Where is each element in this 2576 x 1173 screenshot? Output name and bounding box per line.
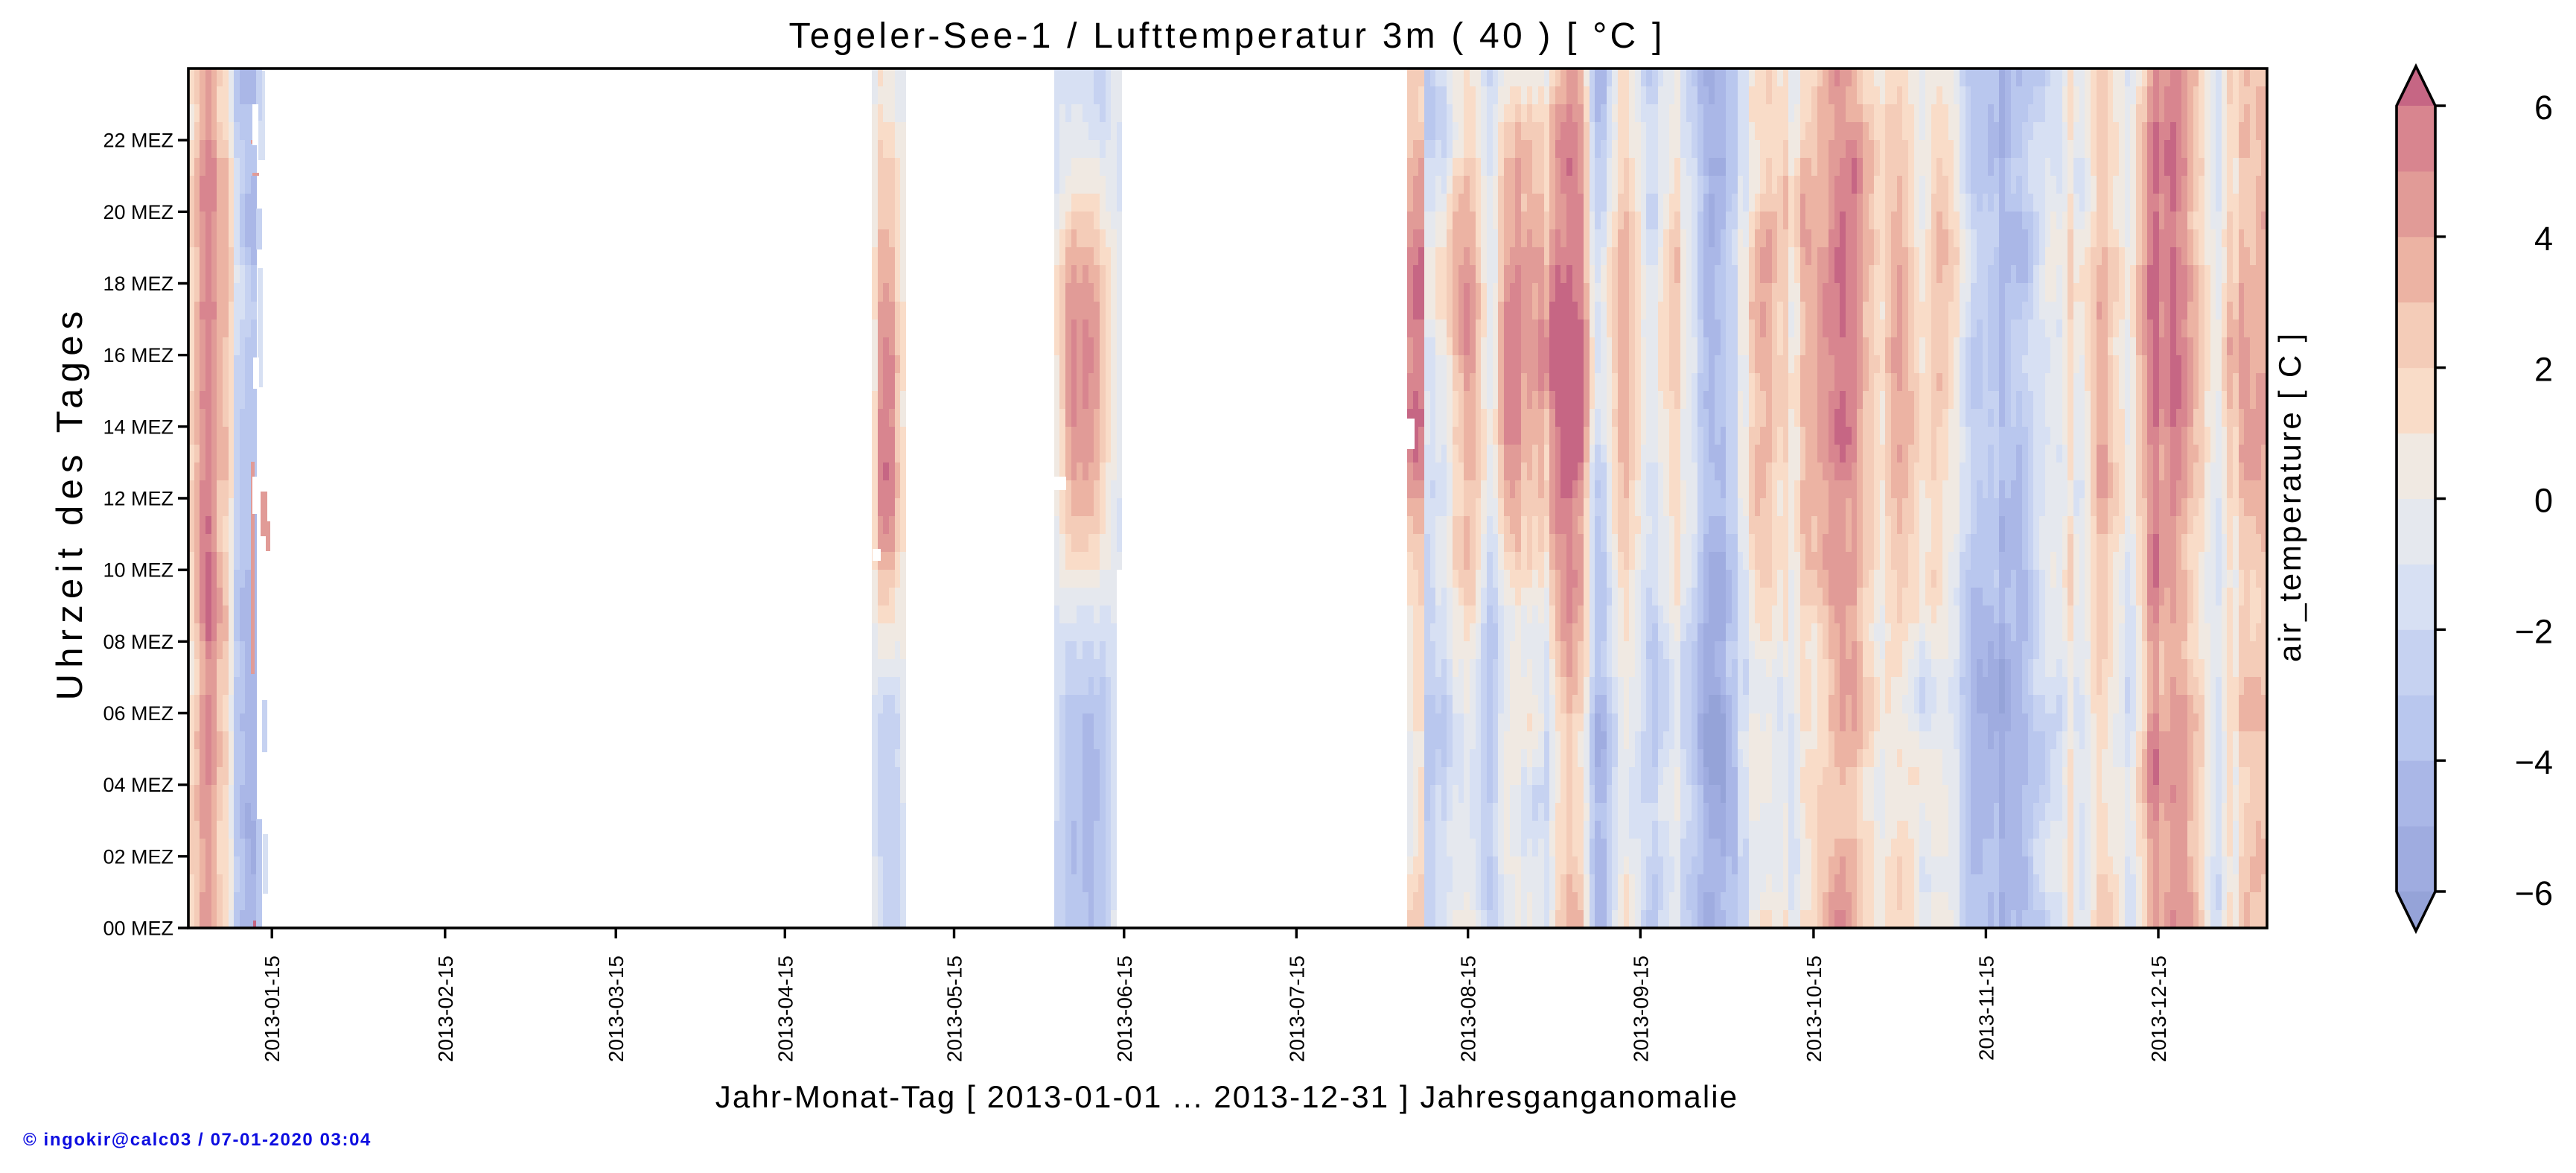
svg-text:00 MEZ: 00 MEZ [103, 918, 173, 940]
svg-text:0: 0 [2534, 482, 2553, 520]
svg-text:06 MEZ: 06 MEZ [103, 702, 173, 725]
svg-text:2: 2 [2534, 351, 2553, 389]
svg-text:2013-01-15: 2013-01-15 [261, 956, 284, 1062]
svg-text:Uhrzeit des Tages: Uhrzeit des Tages [50, 305, 90, 701]
svg-text:12 MEZ: 12 MEZ [103, 488, 173, 510]
svg-text:© ingokir@calc03 / 07-01-2020: © ingokir@calc03 / 07-01-2020 03:04 [23, 1130, 372, 1150]
svg-text:2013-09-15: 2013-09-15 [1629, 956, 1652, 1062]
svg-text:2013-03-15: 2013-03-15 [605, 956, 628, 1062]
svg-text:air_temperature [ C ]: air_temperature [ C ] [2272, 331, 2307, 662]
svg-text:2013-02-15: 2013-02-15 [434, 956, 457, 1062]
svg-text:2013-07-15: 2013-07-15 [1285, 956, 1308, 1062]
svg-text:−4: −4 [2515, 743, 2553, 781]
svg-text:2013-05-15: 2013-05-15 [943, 956, 966, 1062]
svg-text:20 MEZ: 20 MEZ [103, 201, 173, 223]
svg-text:2013-04-15: 2013-04-15 [774, 956, 797, 1062]
svg-text:14 MEZ: 14 MEZ [103, 416, 173, 438]
svg-text:Jahr-Monat-Tag [ 2013-01-01 ..: Jahr-Monat-Tag [ 2013-01-01 ... 2013-12-… [715, 1079, 1738, 1114]
svg-text:2013-12-15: 2013-12-15 [2147, 956, 2170, 1062]
svg-text:2013-11-15: 2013-11-15 [1974, 956, 1998, 1061]
svg-text:18 MEZ: 18 MEZ [103, 273, 173, 295]
svg-text:4: 4 [2534, 220, 2553, 258]
svg-text:08 MEZ: 08 MEZ [103, 631, 173, 653]
svg-text:16 MEZ: 16 MEZ [103, 344, 173, 366]
svg-text:2013-08-15: 2013-08-15 [1457, 956, 1480, 1062]
svg-text:22 MEZ: 22 MEZ [103, 130, 173, 152]
svg-text:10 MEZ: 10 MEZ [103, 559, 173, 582]
svg-text:−6: −6 [2515, 874, 2553, 912]
svg-text:04 MEZ: 04 MEZ [103, 774, 173, 796]
svg-text:2013-10-15: 2013-10-15 [1802, 956, 1826, 1062]
svg-text:Tegeler-See-1 / Lufttemperatur: Tegeler-See-1 / Lufttemperatur 3m ( 40 )… [789, 16, 1665, 56]
svg-text:6: 6 [2534, 89, 2553, 127]
svg-text:−2: −2 [2515, 612, 2553, 650]
svg-text:2013-06-15: 2013-06-15 [1113, 956, 1136, 1062]
svg-text:02 MEZ: 02 MEZ [103, 845, 173, 868]
